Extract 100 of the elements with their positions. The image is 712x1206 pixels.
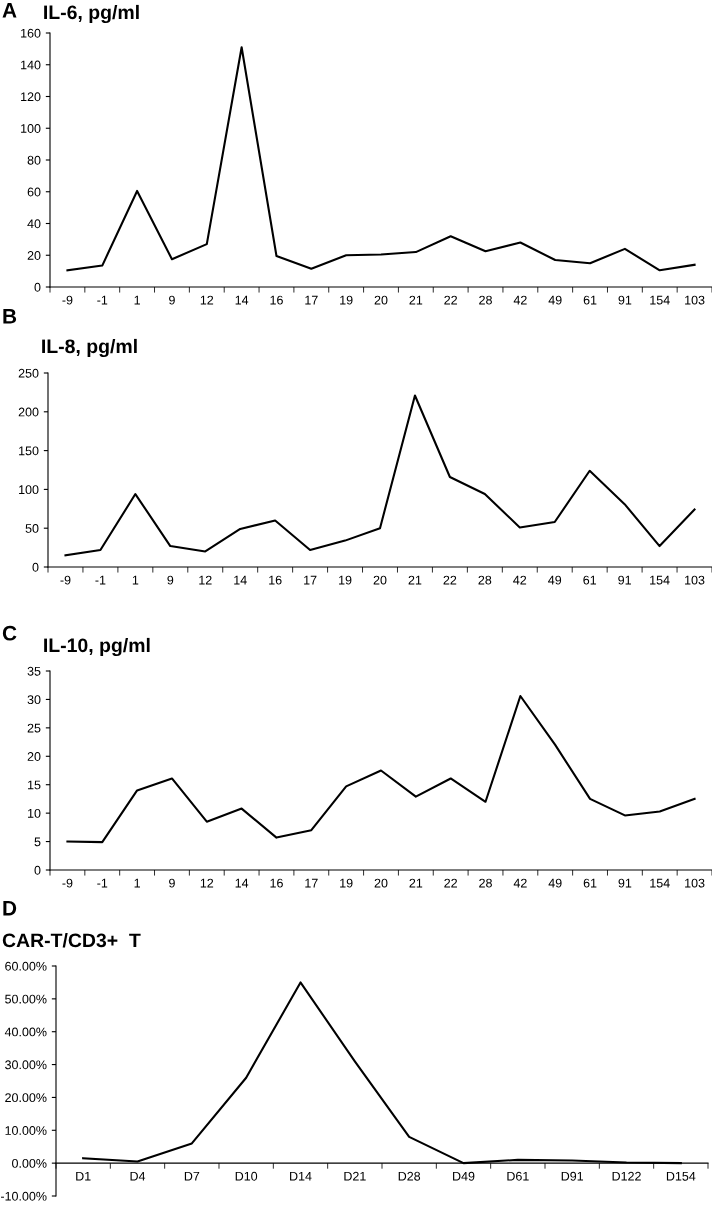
x-tick-label: 19	[340, 878, 353, 888]
x-tick-label: 22	[443, 575, 457, 585]
y-tick-label: 60	[27, 187, 41, 197]
y-tick-label: 0	[32, 562, 39, 572]
x-tick-label: D28	[398, 1171, 421, 1181]
y-tick-label: 60.00%	[5, 961, 47, 971]
text: D	[3, 901, 17, 916]
y-tick-label: 5	[34, 837, 41, 847]
x-tick-label: 91	[618, 575, 631, 585]
line-series	[66, 46, 696, 272]
x-tick-label: 12	[199, 575, 212, 585]
x-tick-label: 49	[548, 878, 562, 888]
x-tick-label: 14	[235, 878, 249, 888]
y-tick-label: 10	[28, 808, 41, 818]
x-tick-label: D4	[130, 1171, 146, 1181]
x-tick-label: 1	[134, 878, 140, 888]
x-tick-label: -9	[62, 878, 73, 888]
x-tick-label: 154	[650, 878, 670, 888]
y-tick-label: 15	[28, 780, 41, 790]
x-tick-label: 42	[513, 575, 527, 585]
x-tick-label: D154	[666, 1171, 696, 1181]
x-tick-label: 20	[374, 295, 388, 305]
x-tick-label: 16	[269, 575, 282, 585]
x-tick-label: D61	[507, 1171, 529, 1181]
x-tick-label: 21	[408, 575, 422, 585]
x-tick-label: 12	[200, 878, 214, 888]
y-tick-label: 50.00%	[5, 994, 47, 1004]
text: B	[3, 309, 17, 324]
x-tick-label: D7	[184, 1171, 200, 1181]
line-series	[64, 394, 696, 557]
x-tick-label: D1	[76, 1171, 91, 1181]
x-tick-label: 49	[548, 575, 562, 585]
x-tick-label: 21	[409, 878, 423, 888]
y-tick-label: 250	[18, 368, 39, 378]
x-tick-label: 16	[270, 295, 283, 305]
chart-title: IL-6, pg/ml	[44, 4, 139, 24]
y-tick-label: 0	[34, 282, 41, 292]
x-tick-label: 14	[234, 575, 247, 585]
x-tick-label: 154	[650, 295, 670, 305]
y-tick-label: 20.00%	[5, 1093, 47, 1103]
text: C	[2, 625, 17, 641]
x-tick-label: 154	[650, 575, 670, 585]
y-tick-label: 150	[19, 446, 39, 456]
x-tick-label: D10	[235, 1171, 258, 1181]
x-tick-label: 91	[618, 295, 632, 305]
x-tick-label: 42	[513, 295, 527, 305]
y-tick-label: 50	[25, 524, 39, 533]
y-tick-label: 25	[27, 723, 41, 733]
x-tick-label: 14	[235, 295, 249, 305]
x-tick-label: 103	[685, 295, 705, 305]
x-tick-label: 19	[339, 575, 352, 585]
x-tick-label: 91	[618, 878, 632, 888]
y-tick-label: 120	[21, 92, 41, 102]
chart-title: CAR-T/CD3+ T	[2, 932, 141, 948]
x-tick-label: -9	[60, 575, 71, 585]
x-tick-label: 20	[374, 878, 388, 888]
x-tick-label: 17	[305, 295, 318, 305]
y-tick-label: 35	[27, 666, 41, 676]
y-tick-label: 80	[27, 155, 41, 165]
x-tick-label: 20	[373, 575, 387, 585]
x-tick-label: D49	[453, 1171, 475, 1181]
x-tick-label: 28	[479, 295, 492, 305]
x-tick-label: D21	[344, 1171, 366, 1181]
x-tick-label: D91	[561, 1171, 584, 1181]
x-tick-label: 17	[305, 878, 318, 888]
x-tick-label: 9	[167, 575, 174, 585]
x-tick-label: 1	[134, 295, 140, 305]
x-tick-label: 28	[478, 575, 492, 585]
x-tick-label: -9	[62, 295, 73, 305]
text: A	[2, 3, 17, 18]
x-tick-label: 19	[340, 295, 353, 305]
y-tick-label: 20	[27, 752, 41, 761]
y-tick-label: 100	[19, 485, 39, 495]
x-tick-label: 22	[444, 295, 458, 305]
y-tick-label: 30	[27, 695, 41, 705]
y-tick-label: 20	[27, 251, 41, 260]
x-tick-label: 9	[169, 295, 175, 305]
y-tick-label: 40.00%	[4, 1027, 47, 1037]
line-series	[66, 694, 696, 844]
x-tick-label: 28	[479, 878, 492, 888]
x-tick-label: 16	[270, 878, 283, 888]
x-tick-label: 22	[444, 878, 458, 888]
x-tick-label: 49	[548, 295, 562, 305]
x-tick-label: 21	[409, 295, 423, 305]
x-tick-label: -1	[95, 575, 106, 585]
y-tick-label: 160	[21, 28, 41, 38]
x-tick-label: 17	[304, 575, 317, 585]
chart-title: IL-8, pg/ml	[42, 338, 137, 358]
x-tick-label: 1	[132, 575, 139, 585]
y-tick-label: 140	[21, 60, 41, 70]
x-tick-label: 61	[583, 575, 597, 585]
y-tick-label: 100	[21, 124, 41, 133]
chart-title: IL-10, pg/ml	[44, 637, 150, 657]
x-tick-label: -1	[97, 295, 108, 305]
y-tick-label: 0	[34, 865, 41, 875]
y-tick-label: -10.00%	[0, 1191, 47, 1201]
x-tick-label: 61	[583, 878, 597, 888]
x-tick-label: -1	[97, 878, 108, 888]
x-tick-label: D122	[612, 1171, 641, 1181]
x-tick-label: 42	[513, 878, 527, 888]
